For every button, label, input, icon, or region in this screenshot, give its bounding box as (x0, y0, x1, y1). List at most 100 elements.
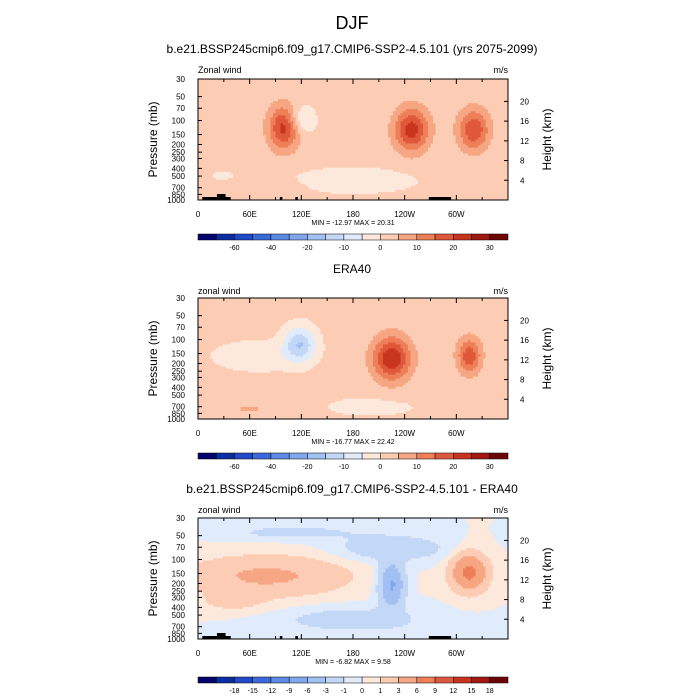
field-cell (490, 157, 494, 161)
field-cell (423, 115, 426, 118)
field-cell (200, 101, 204, 104)
field-cell (495, 115, 499, 118)
field-cell (388, 109, 391, 112)
field-cell (288, 123, 291, 126)
field-cell (213, 153, 216, 157)
field-cell (220, 145, 224, 148)
field-cell (200, 145, 204, 148)
field-cell (383, 105, 386, 108)
field-cell (418, 115, 421, 118)
field-cell (355, 137, 359, 140)
field-cell (505, 85, 508, 88)
field-cell (255, 85, 259, 88)
field-cell (488, 145, 491, 148)
field-cell (395, 117, 399, 120)
field-cell (355, 127, 359, 130)
field-cell (243, 81, 246, 84)
field-cell (258, 107, 261, 110)
field-cell (458, 87, 461, 90)
field-cell (395, 141, 399, 144)
field-cell (420, 79, 424, 82)
field-cell (280, 143, 284, 146)
field-cell (438, 99, 441, 102)
field-cell (358, 95, 361, 98)
field-cell (220, 143, 224, 146)
field-cell (333, 91, 336, 94)
field-cell (345, 133, 349, 136)
field-cell (355, 87, 359, 90)
field-cell (263, 127, 266, 130)
field-cell (250, 137, 254, 140)
field-cell (363, 95, 366, 98)
field-cell (225, 109, 229, 112)
field-cell (370, 129, 374, 132)
field-cell (360, 89, 364, 92)
field-cell (325, 95, 329, 98)
field-cell (315, 157, 319, 161)
field-cell (323, 127, 326, 130)
field-cell (325, 137, 329, 140)
field-cell (388, 125, 391, 128)
field-cell (330, 113, 334, 116)
field-cell (208, 153, 211, 157)
field-cell (448, 117, 451, 120)
field-cell (403, 131, 406, 134)
field-cell (360, 127, 364, 130)
field-cell (200, 83, 204, 86)
field-cell (400, 99, 404, 102)
field-cell (355, 97, 359, 100)
field-cell (253, 113, 256, 116)
field-cell (205, 115, 209, 118)
field-cell (280, 121, 284, 124)
field-cell (265, 119, 269, 122)
field-cell (435, 129, 439, 132)
field-cell (433, 97, 436, 100)
field-cell (443, 97, 446, 100)
field-cell (500, 131, 504, 134)
field-cell (433, 139, 436, 142)
field-cell (383, 153, 386, 157)
field-cell (468, 107, 471, 110)
field-cell (375, 147, 379, 150)
field-cell (448, 141, 451, 144)
field-cell (218, 111, 221, 114)
field-cell (255, 151, 259, 155)
field-cell (500, 151, 504, 155)
field-cell (265, 117, 269, 120)
field-cell (465, 95, 469, 98)
field-cell (503, 123, 506, 126)
field-cell (278, 81, 281, 84)
field-cell (198, 139, 201, 142)
field-cell (265, 149, 269, 152)
field-cell (288, 115, 291, 118)
field-cell (325, 129, 329, 132)
field-cell (340, 149, 344, 152)
field-cell (463, 113, 466, 116)
field-cell (438, 87, 441, 90)
field-cell (213, 87, 216, 90)
field-cell (255, 139, 259, 142)
field-cell (233, 109, 236, 112)
field-cell (503, 93, 506, 96)
field-cell (400, 93, 404, 96)
field-cell (445, 145, 449, 148)
field-cell (418, 91, 421, 94)
field-cell (268, 157, 271, 161)
field-cell (495, 149, 499, 152)
field-cell (388, 121, 391, 124)
field-cell (235, 153, 239, 157)
field-cell (275, 137, 279, 140)
field-cell (388, 81, 391, 84)
field-cell (478, 151, 481, 155)
field-cell (208, 147, 211, 150)
field-cell (415, 97, 419, 100)
field-cell (335, 155, 339, 159)
field-cell (218, 133, 221, 136)
field-cell (470, 131, 474, 134)
field-cell (385, 133, 389, 136)
field-cell (220, 147, 224, 150)
field-cell (288, 109, 291, 112)
field-cell (233, 141, 236, 144)
field-cell (315, 91, 319, 94)
field-cell (505, 107, 508, 110)
